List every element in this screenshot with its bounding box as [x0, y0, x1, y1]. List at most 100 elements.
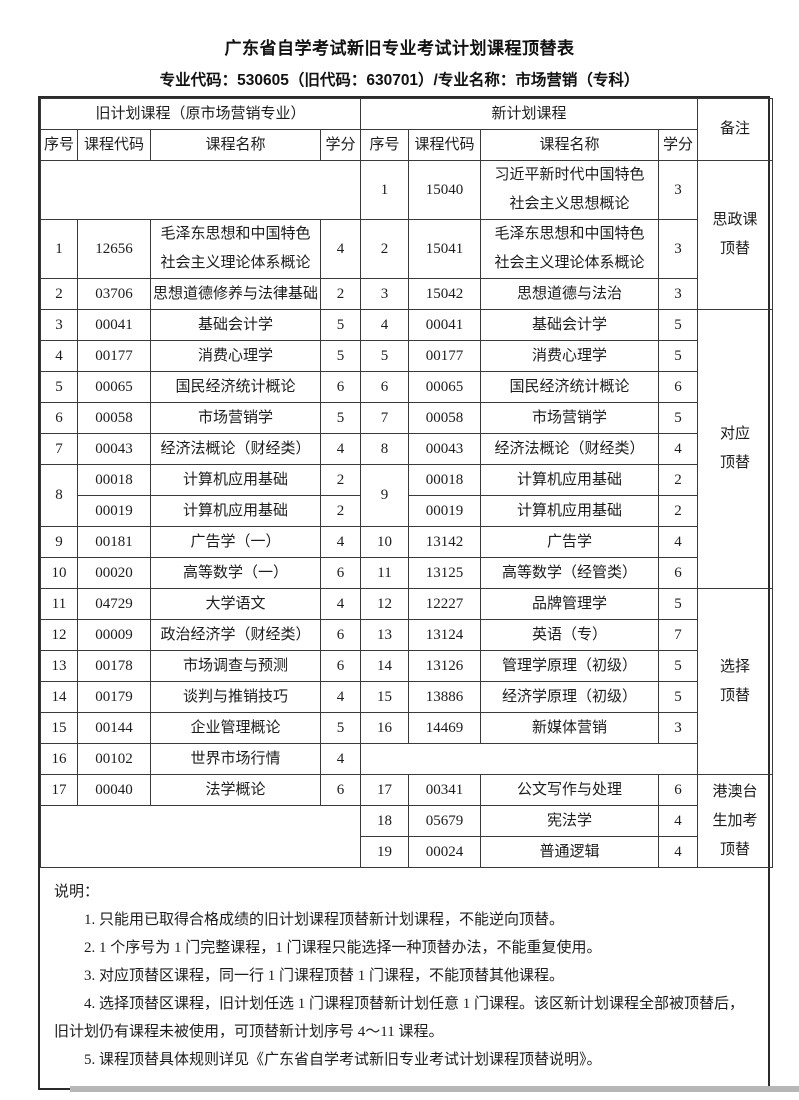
old-seq-cell: 3 — [40, 309, 78, 341]
old-credit-cell: 5 — [319, 712, 362, 744]
new-name-cell: 消费心理学 — [480, 340, 660, 372]
old-seq-cell: 15 — [40, 712, 78, 744]
new-seq-cell: 19 — [360, 836, 410, 868]
table-row: 1 15040 习近平新时代中国特色 社会主义思想概论 3 思政课 顶替 — [39, 160, 774, 310]
old-col-header-code: 课程代码 — [77, 129, 151, 161]
old-seq-cell: 14 — [40, 681, 78, 713]
new-code-cell: 13126 — [408, 650, 482, 682]
new-code-cell: 00341 — [408, 774, 482, 806]
old-credit-cell: 4 — [319, 433, 362, 465]
old-code-cell: 00102 — [77, 743, 151, 775]
new-name-cell: 管理学原理（初级） — [480, 650, 660, 682]
new-code-cell: 13142 — [408, 526, 482, 558]
table-row: 8 00018 计算机应用基础 2 9 00018 计算机应用基础 2 — [40, 464, 773, 527]
new-seq-cell: 13 — [360, 619, 410, 651]
old-code-cell: 00040 — [77, 774, 151, 806]
new-credit-cell: 4 — [658, 805, 699, 837]
new-credit-cell: 5 — [658, 588, 699, 620]
old-code-cell: 00177 — [77, 340, 151, 372]
course-substitution-table: 旧计划课程（原市场营销专业） 新计划课程 备注 序号 课程代码 课程名称 学分 … — [39, 98, 774, 868]
old-seq-cell: 4 — [40, 340, 78, 372]
new-seq-cell: 17 — [360, 774, 410, 806]
new-code-cell: 15041 — [408, 219, 482, 279]
old-seq-cell: 7 — [40, 433, 78, 465]
new-name-cell: 计算机应用基础 — [480, 495, 660, 527]
new-credit-cell: 6 — [658, 774, 699, 806]
substitution-table-sheet: 旧计划课程（原市场营销专业） 新计划课程 备注 序号 课程代码 课程名称 学分 … — [38, 96, 774, 1090]
old-code-cell: 00144 — [77, 712, 151, 744]
new-credit-cell: 7 — [658, 619, 699, 651]
old-name-cell: 国民经济统计概论 — [150, 371, 321, 403]
new-seq-cell: 18 — [360, 805, 410, 837]
old-seq-cell: 6 — [40, 402, 78, 434]
notes-section: 说明： 1. 只能用已取得合格成绩的旧计划课程顶替新计划课程，不能逆向顶替。 2… — [40, 868, 768, 1088]
page-subtitle: 专业代码：530605（旧代码：630701）/专业名称：市场营销（专科） — [159, 72, 640, 89]
old-code-cell: 04729 — [77, 588, 151, 620]
old-seq-cell: 12 — [40, 619, 78, 651]
table-row: 3 00041 基础会计学 5 4 00041 基础会计学 5 对应 顶替 — [40, 309, 774, 589]
old-name-cell: 计算机应用基础 — [150, 495, 321, 527]
old-code-cell: 00009 — [77, 619, 151, 651]
new-empty-cell — [360, 743, 699, 775]
new-name-cell: 英语（专） — [480, 619, 660, 651]
old-seq-cell: 13 — [40, 650, 78, 682]
new-name-cell: 市场营销学 — [480, 402, 660, 434]
table-row: 14 00179 谈判与推销技巧 4 15 13886 经济学原理（初级） 5 — [40, 681, 773, 713]
table-row: 10 00020 高等数学（一） 6 11 13125 高等数学（经管类） 6 — [40, 557, 773, 589]
new-code-cell: 05679 — [408, 805, 482, 837]
table-row: 11 04729 大学语文 4 12 12227 品牌管理学 5 选择 顶替 — [40, 588, 774, 775]
old-seq-cell: 10 — [40, 557, 78, 589]
old-code-cell: 00179 — [77, 681, 151, 713]
new-name-cell: 广告学 — [480, 526, 660, 558]
new-name-cell: 新媒体营销 — [480, 712, 660, 744]
old-name-cell: 大学语文 — [150, 588, 321, 620]
new-code-cell: 00043 — [408, 433, 482, 465]
new-credit-cell: 3 — [658, 160, 699, 220]
new-code-cell: 00058 — [408, 402, 482, 434]
table-row: 17 00040 法学概论 6 17 00341 公文写作与处理 6 港澳台 生… — [40, 774, 774, 868]
new-name-cell: 普通逻辑 — [480, 836, 660, 868]
new-seq-cell: 3 — [360, 278, 410, 310]
notes-label: 说明： — [54, 884, 100, 900]
table-row: 00019 计算机应用基础 2 00019 计算机应用基础 2 — [41, 495, 773, 527]
new-col-header-code: 课程代码 — [408, 129, 482, 161]
old-name-cell: 毛泽东思想和中国特色 社会主义理论体系概论 — [150, 219, 321, 279]
page-edge-shadow — [70, 1086, 799, 1092]
new-credit-cell: 2 — [658, 495, 699, 527]
new-plan-header: 新计划课程 — [360, 98, 699, 130]
old-code-cell: 00065 — [77, 371, 151, 403]
new-code-cell: 13125 — [408, 557, 482, 589]
new-seq-cell: 4 — [360, 309, 410, 341]
old-name-cell: 谈判与推销技巧 — [150, 681, 321, 713]
old-seq-cell: 1 — [40, 219, 78, 279]
old-seq-cell: 17 — [40, 774, 78, 806]
old-seq-cell: 8 — [40, 464, 78, 527]
old-credit-cell: 5 — [319, 402, 362, 434]
table-row: 12 00009 政治经济学（财经类） 6 13 13124 英语（专） 7 — [40, 619, 773, 651]
old-seq-cell: 5 — [40, 371, 78, 403]
old-code-cell: 03706 — [77, 278, 151, 310]
old-name-cell: 高等数学（一） — [150, 557, 321, 589]
new-col-header-name: 课程名称 — [480, 129, 660, 161]
new-seq-cell: 10 — [360, 526, 410, 558]
note-item: 4. 选择顶替区课程，旧计划任选 1 门课程顶替新计划任意 1 门课程。该区新计… — [54, 996, 745, 1040]
old-credit-cell: 6 — [319, 774, 362, 806]
new-name-cell: 经济学原理（初级） — [480, 681, 660, 713]
new-credit-cell: 5 — [658, 402, 699, 434]
old-name-cell: 市场营销学 — [150, 402, 321, 434]
page-title: 广东省自学考试新旧专业考试计划课程顶替表 — [224, 39, 575, 58]
old-credit-cell: 6 — [319, 619, 362, 651]
old-name-cell: 计算机应用基础 — [150, 464, 321, 496]
new-code-cell: 00041 — [408, 309, 482, 341]
old-code-cell: 00181 — [77, 526, 151, 558]
remark-cell: 思政课 顶替 — [697, 160, 774, 310]
new-code-cell: 12227 — [408, 588, 482, 620]
old-credit-cell: 4 — [319, 588, 362, 620]
old-code-cell: 00020 — [77, 557, 151, 589]
new-credit-cell: 5 — [658, 309, 699, 341]
old-col-header-seq: 序号 — [40, 129, 78, 161]
new-seq-cell: 15 — [360, 681, 410, 713]
new-code-cell: 15042 — [408, 278, 482, 310]
table-row: 13 00178 市场调查与预测 6 14 13126 管理学原理（初级） 5 — [40, 650, 773, 682]
